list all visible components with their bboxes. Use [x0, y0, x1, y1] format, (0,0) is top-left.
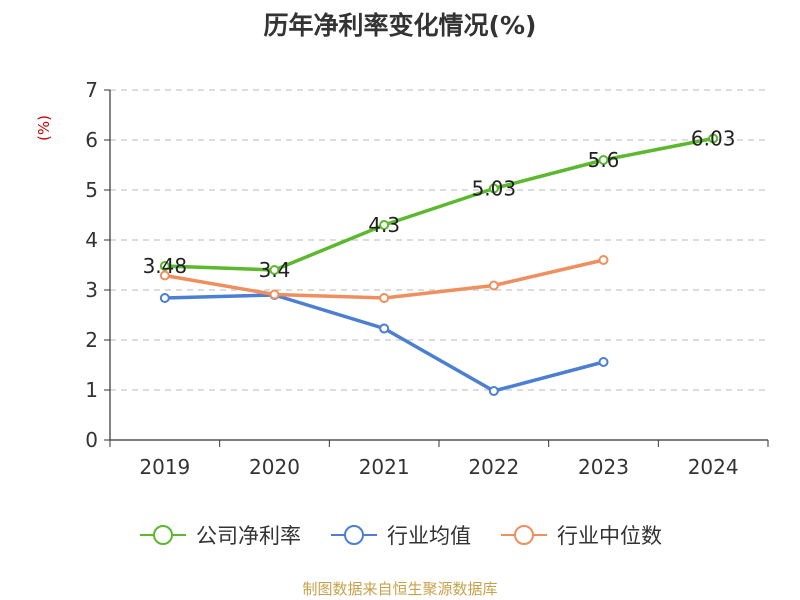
- source-note: 制图数据来自恒生聚源数据库: [302, 580, 498, 598]
- legend-label: 公司净利率: [196, 524, 301, 548]
- data-label: 5.03: [472, 177, 517, 201]
- data-point: [598, 255, 609, 265]
- y-tick-label: 4: [85, 228, 98, 252]
- legend-marker-icon: [140, 525, 186, 545]
- data-point: [159, 293, 170, 303]
- data-label: 6.03: [691, 127, 736, 151]
- x-tick-label: 2022: [468, 455, 519, 479]
- x-tick-label: 2020: [249, 455, 300, 479]
- y-tick-label: 2: [85, 328, 98, 352]
- grid-lines: [110, 89, 768, 391]
- x-tick-label: 2023: [578, 455, 629, 479]
- data-point: [598, 357, 609, 367]
- x-tick-label: 2021: [359, 455, 410, 479]
- y-tick-label: 3: [85, 278, 98, 302]
- data-point: [488, 386, 499, 396]
- y-tick-label: 0: [85, 428, 98, 452]
- legend-marker-icon: [331, 525, 377, 545]
- legend-item[interactable]: 公司净利率: [138, 520, 301, 550]
- data-point: [379, 220, 390, 230]
- data-label: 4.3: [368, 213, 400, 237]
- data-point: [159, 261, 170, 271]
- series-line: [164, 136, 714, 272]
- data-point: [379, 323, 390, 334]
- y-tick-label: 5: [85, 178, 98, 202]
- legend-item[interactable]: 行业中位数: [499, 520, 662, 550]
- data-point: [598, 155, 609, 165]
- legend-item[interactable]: 行业均值: [329, 520, 471, 550]
- y-tick-label: 7: [85, 78, 98, 102]
- data-label: 3.48: [143, 254, 188, 278]
- data-point: [708, 133, 719, 144]
- data-point: [269, 289, 280, 300]
- y-tick-label: 6: [85, 128, 98, 152]
- data-label: 3.4: [259, 258, 291, 282]
- series-line: [164, 258, 604, 300]
- data-point: [488, 183, 499, 194]
- y-tick-label: 1: [85, 378, 98, 402]
- data-label: 5.6: [588, 148, 620, 172]
- data-point: [379, 293, 390, 303]
- series-line: [164, 293, 604, 393]
- data-point: [488, 280, 499, 291]
- data-point: [269, 265, 280, 275]
- data-point: [159, 270, 170, 281]
- axes: 0 1 2 3 4 5 6 7 2019 2020 2021 2022 2023 2024: [85, 78, 769, 479]
- x-tick-label: 2019: [139, 455, 190, 479]
- legend-label: 行业中位数: [557, 524, 662, 548]
- data-labels: 3.48 3.4 4.3 5.03 5.6 6.03: [143, 127, 736, 283]
- x-tick-label: 2024: [688, 455, 739, 479]
- legend-marker-icon: [501, 525, 547, 545]
- legend: 公司净利率 行业均值 行业中位数: [0, 520, 800, 550]
- y-axis-label: (%): [35, 115, 53, 141]
- legend-label: 行业均值: [387, 524, 471, 548]
- chart-title: 历年净利率变化情况(%): [263, 11, 537, 40]
- series-lines: [159, 133, 719, 396]
